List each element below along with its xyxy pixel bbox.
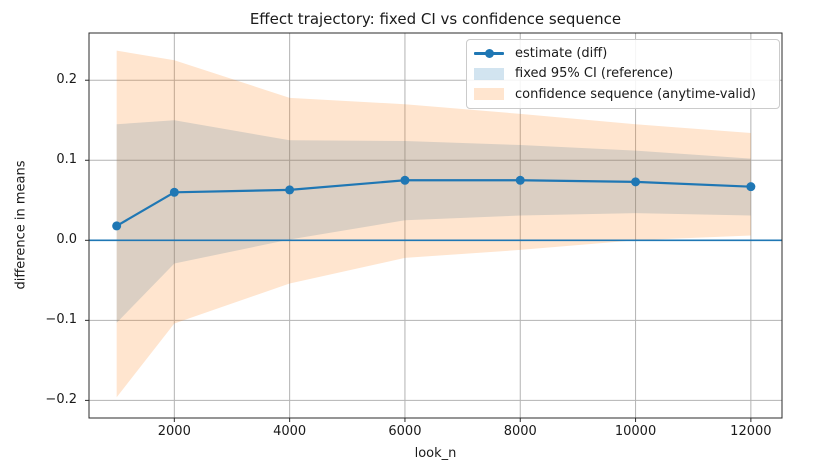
legend-label-confidence-sequence: confidence sequence (anytime-valid) [515, 86, 756, 102]
legend-label-estimate: estimate (diff) [515, 45, 608, 61]
estimate-marker [400, 175, 410, 185]
estimate-marker [631, 177, 641, 187]
fixed-ci-swatch-icon [474, 67, 504, 80]
confidence-sequence-swatch-icon [474, 88, 504, 101]
estimate-marker [285, 185, 295, 195]
x-tick-label: 12000 [730, 424, 772, 439]
x-tick-label: 8000 [503, 424, 537, 439]
y-tick-label: 0.2 [56, 72, 77, 88]
x-tick-label: 6000 [388, 424, 422, 439]
y-tick-label: 0.0 [56, 232, 77, 248]
confidence-band [116, 50, 751, 398]
y-tick-label: −0.1 [45, 312, 77, 328]
y-tick-label: −0.2 [45, 392, 77, 408]
legend-item-fixed-ci: fixed 95% CI (reference) [474, 64, 773, 85]
estimate-marker [169, 187, 179, 197]
legend-item-confidence-sequence: confidence sequence (anytime-valid) [474, 84, 773, 105]
estimate-marker [746, 182, 756, 192]
chart-title: Effect trajectory: fixed CI vs confidenc… [249, 10, 622, 28]
y-axis-label: difference in means [13, 160, 29, 290]
estimate-marker [515, 175, 525, 185]
estimate-marker [112, 221, 122, 231]
legend-label-fixed-ci: fixed 95% CI (reference) [515, 66, 674, 82]
x-tick-label: 10000 [614, 424, 657, 439]
legend-item-estimate: estimate (diff) [474, 43, 773, 64]
confidence-band [116, 120, 751, 323]
x-tick-label: 4000 [273, 424, 307, 439]
legend: estimate (diff) fixed 95% CI (reference)… [466, 39, 780, 109]
plot-frame [88, 32, 783, 419]
x-tick-label: 2000 [157, 424, 191, 439]
y-tick-label: 0.1 [56, 152, 77, 168]
x-axis-label: look_n [414, 446, 457, 461]
line-marker-icon [474, 46, 504, 60]
